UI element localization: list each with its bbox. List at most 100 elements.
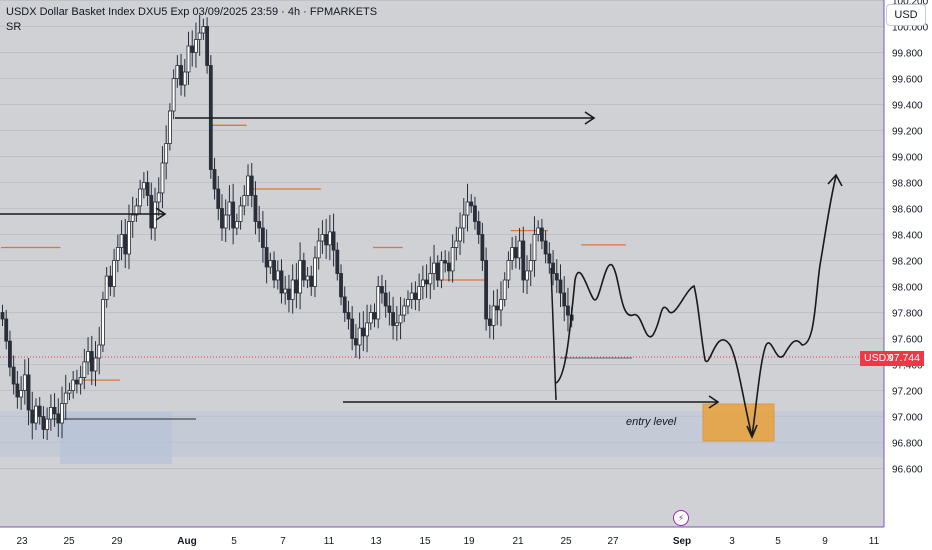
candle-body [249, 175, 254, 196]
candle-body [82, 361, 87, 378]
lightning-icon[interactable]: ⚡ [673, 510, 689, 526]
candle-body [153, 201, 157, 229]
candle-body [223, 214, 228, 229]
candle-body [305, 275, 310, 281]
candle-body [476, 221, 481, 235]
candle-body [502, 279, 507, 300]
candle-body [246, 175, 250, 196]
price-tick-label: 97.400 [892, 361, 923, 372]
last-price-tag: USDX 97.744 [860, 351, 924, 366]
candle-body [521, 240, 526, 281]
candle-body [473, 205, 477, 222]
candle-body [301, 260, 306, 281]
candle-body [439, 260, 444, 281]
candle-body [238, 205, 243, 222]
candle-body [234, 221, 239, 229]
candle-body [435, 262, 440, 281]
candle-body [71, 379, 76, 391]
currency-button[interactable]: USD [886, 4, 926, 26]
projection-arrowhead-down [746, 424, 758, 440]
candle-body [167, 110, 172, 144]
candle-body [454, 240, 459, 248]
candle-body [4, 318, 9, 342]
candle-body [264, 247, 269, 268]
candle-body [101, 299, 105, 346]
candle-body [443, 260, 448, 264]
candle-body [469, 201, 474, 207]
time-tick-label: 29 [111, 536, 123, 547]
candle-body [346, 312, 351, 320]
arrow-left-level-head [155, 207, 167, 221]
candle-body [67, 390, 72, 394]
candle-body [75, 379, 79, 385]
candle-body [115, 247, 120, 261]
time-tick-label: Aug [177, 536, 196, 547]
candle-body [171, 78, 176, 112]
candle-body [97, 344, 102, 359]
candle-body [268, 260, 273, 268]
candle-body [11, 366, 16, 385]
candle-body [320, 234, 325, 242]
candle-body [331, 231, 336, 251]
demand-zone-small [60, 412, 172, 464]
candle-body [242, 195, 247, 207]
candle-body [562, 292, 567, 307]
candle-body [536, 227, 541, 235]
candle-body [104, 275, 109, 300]
sr-levels [0, 124, 884, 420]
candle-body [190, 45, 195, 53]
candle-body [149, 195, 154, 229]
candle-body [357, 327, 362, 346]
price-tick-label: 99.800 [892, 49, 923, 60]
candle-body [141, 182, 146, 190]
price-tag-symbol: USDX [864, 352, 894, 364]
candle-body [227, 201, 232, 216]
candle-body [294, 279, 299, 294]
candle-body [417, 286, 422, 300]
time-tick-label: 3 [729, 536, 735, 547]
candle-body [272, 260, 276, 281]
candle-body [145, 182, 150, 196]
price-tick-label: 97.200 [892, 387, 923, 398]
candle-body [398, 314, 403, 324]
price-tick-label: 99.000 [892, 153, 923, 164]
candle-body [543, 240, 548, 255]
time-axis-background [0, 527, 932, 550]
candle-body [156, 192, 161, 203]
price-tick-label: 97.600 [892, 335, 923, 346]
candle-body [510, 247, 515, 261]
candle-body [480, 234, 485, 261]
time-tick-label: 13 [370, 536, 382, 547]
candle-body [495, 305, 500, 311]
candle-body [78, 377, 83, 385]
price-tick-label: 98.200 [892, 257, 923, 268]
candle-body [339, 273, 343, 298]
candle-body [365, 322, 369, 337]
price-tick-label: 99.400 [892, 101, 923, 112]
candle-body [313, 257, 317, 287]
candle-body [458, 227, 462, 242]
candle-body [335, 249, 340, 274]
candle-body [342, 296, 347, 313]
candle-body [327, 231, 332, 246]
price-tick-label: 100.200 [892, 0, 929, 8]
candle-body [525, 270, 529, 281]
candle-body [0, 312, 5, 320]
candle-body [324, 234, 329, 246]
candle-body [257, 221, 262, 229]
entry-zone [702, 403, 775, 442]
candle-body [506, 260, 511, 281]
candle-body [130, 214, 135, 222]
candle-body [383, 292, 388, 307]
candle-body [532, 234, 537, 261]
entry-level-note: entry level [626, 416, 677, 428]
time-tick-label: 7 [280, 536, 286, 547]
projection-path-up [751, 175, 837, 437]
candle-body [406, 299, 410, 307]
time-tick-label: 25 [560, 536, 572, 547]
candle-body [309, 275, 314, 287]
candle-body [15, 383, 20, 398]
candle-body [491, 305, 496, 326]
candle-body [484, 260, 489, 320]
